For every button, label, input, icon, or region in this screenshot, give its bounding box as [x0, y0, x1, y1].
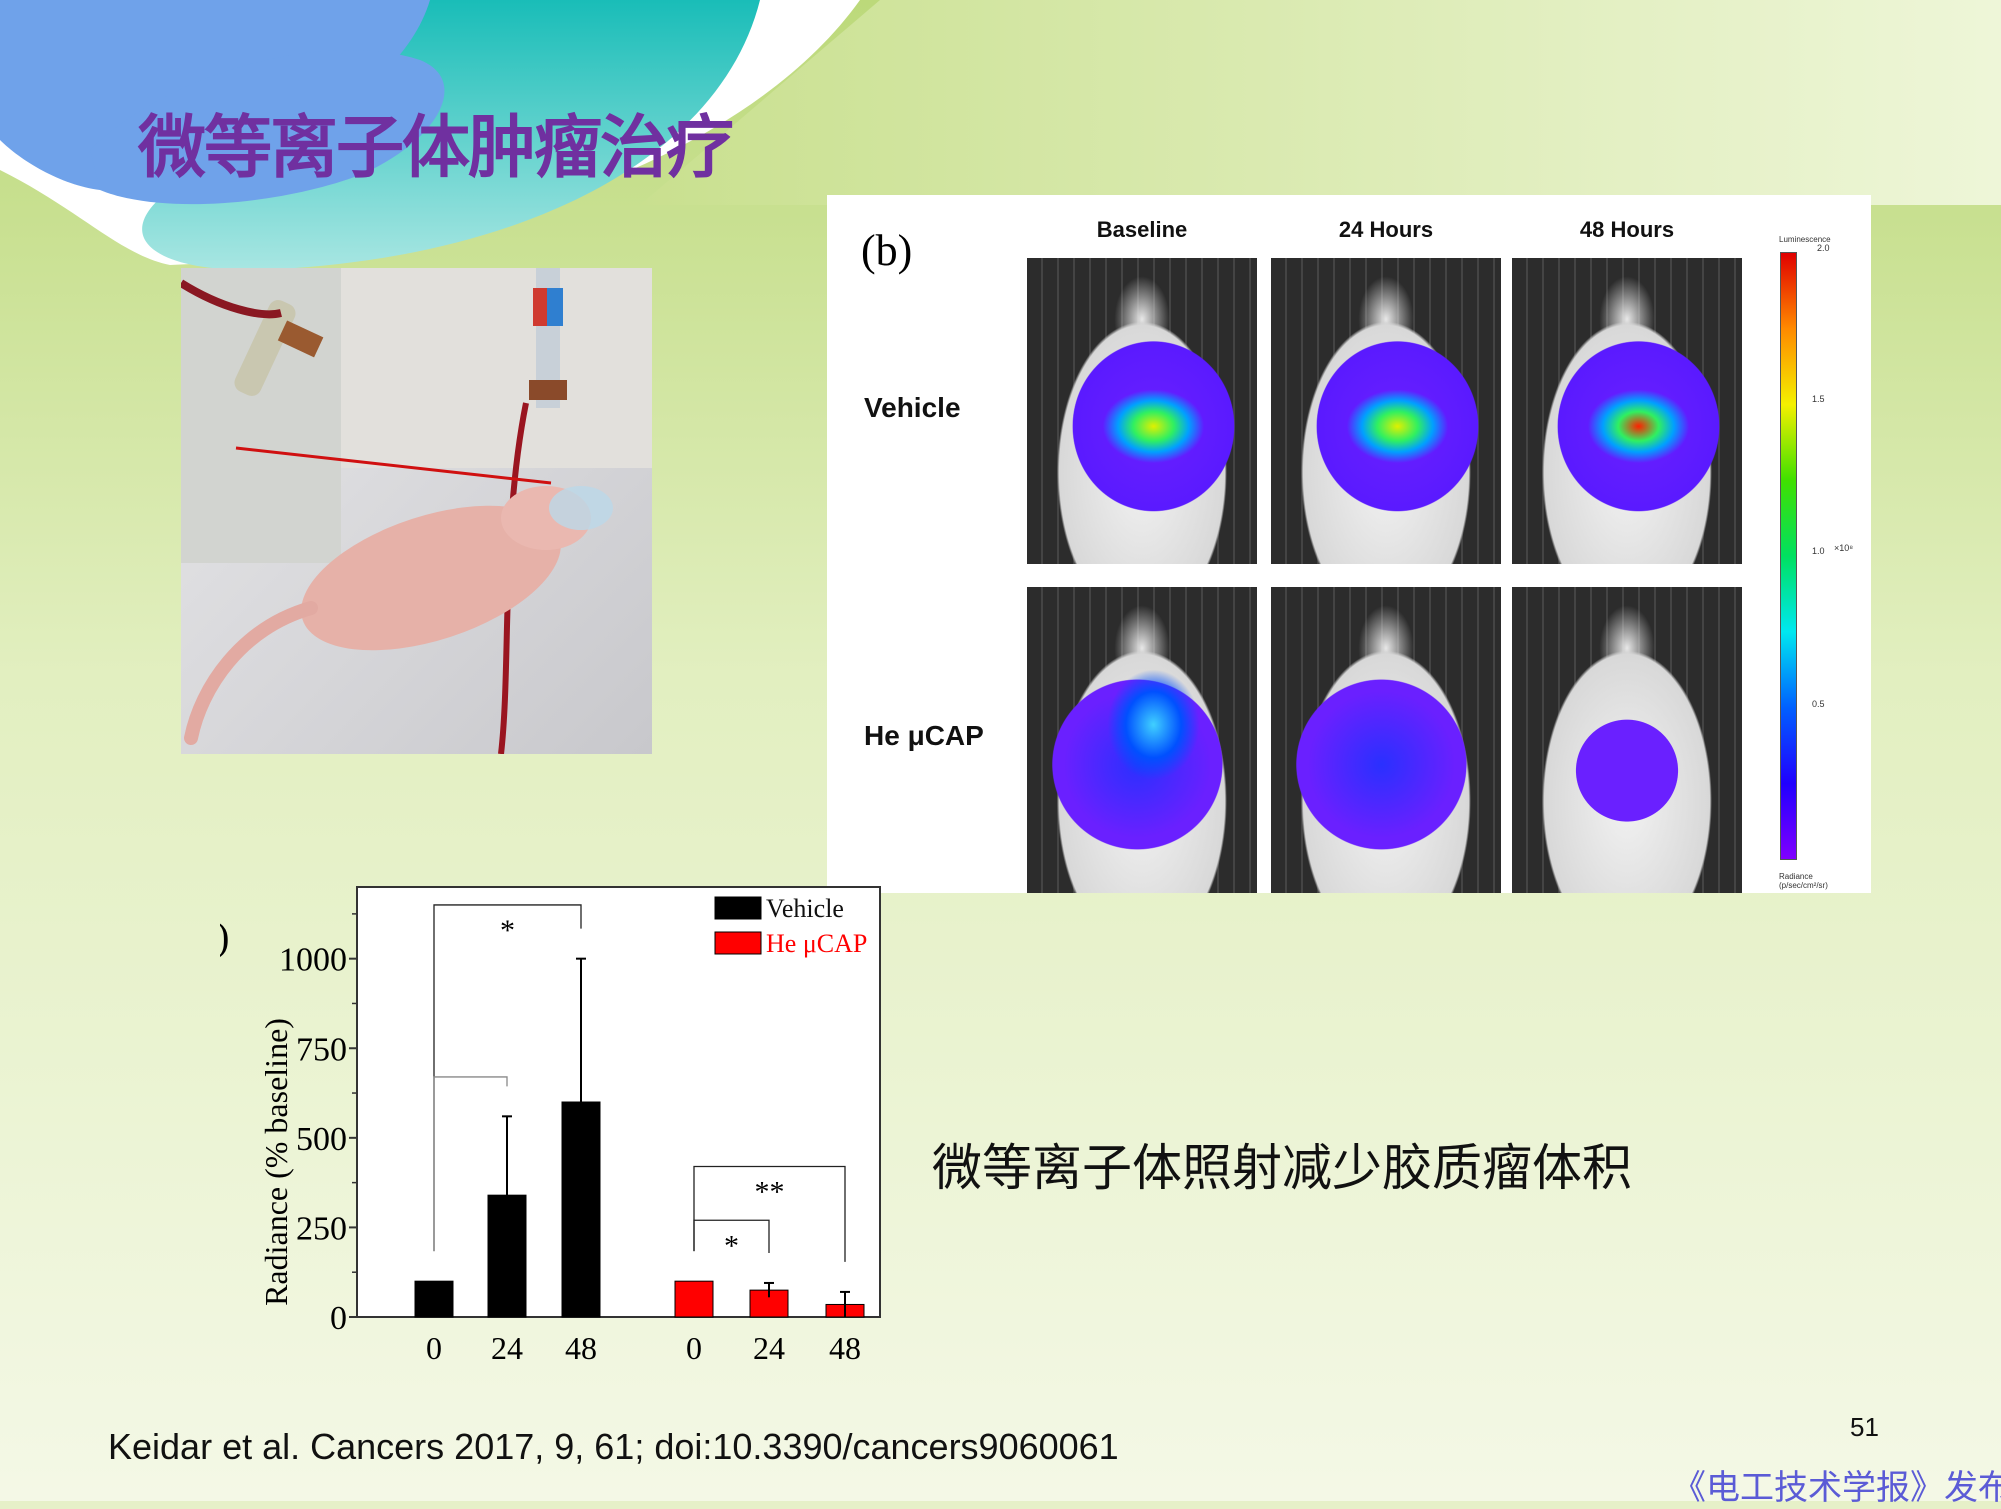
x-tick-label: 24: [753, 1330, 785, 1366]
colorbar-title: Luminescence: [1779, 235, 1831, 244]
legend-label: He μCAP: [766, 929, 867, 958]
x-tick-label: 48: [829, 1330, 861, 1366]
colorbar-tick: 2.0: [1817, 243, 1830, 253]
row-label-he-ucap: He μCAP: [864, 720, 984, 751]
colorbar-tick: 1.0: [1812, 546, 1825, 556]
y-tick-label: 250: [296, 1210, 347, 1247]
journal-watermark: 《电工技术学报》发布: [1672, 1468, 2001, 1508]
bioluminescence-image: [1027, 258, 1257, 564]
significance-marker: **: [755, 1176, 785, 1209]
colorbar: [1780, 252, 1797, 860]
panel-b-bioluminescence-images: (b) Baseline 24 Hours 48 Hours Vehicle H…: [827, 195, 1871, 893]
column-header-24-hours: 24 Hours: [1338, 217, 1434, 242]
bar: [561, 1101, 601, 1318]
colorbar-tick: 0.5: [1812, 699, 1825, 709]
significance-bracket: [693, 1219, 770, 1253]
slide-caption: 微等离子体照射减少胶质瘤体积: [932, 1139, 1632, 1197]
colorbar-tick: 1.5: [1812, 394, 1825, 404]
bioluminescence-image: [1271, 258, 1501, 564]
column-header-baseline: Baseline: [1096, 217, 1188, 242]
bioluminescence-image: [1512, 258, 1742, 564]
legend-swatch: [714, 931, 762, 955]
significance-bracket: [433, 1076, 508, 1252]
column-header-48-hours: 48 Hours: [1579, 217, 1675, 242]
panel-c-label: (c): [220, 914, 229, 959]
page-number: 51: [1850, 1412, 1879, 1442]
x-tick-label: 48: [565, 1330, 597, 1366]
row-label-vehicle: Vehicle: [864, 392, 961, 423]
y-axis-label: Radiance (% baseline): [258, 1018, 294, 1306]
bar: [674, 1280, 714, 1318]
y-tick-label: 500: [296, 1121, 347, 1158]
mouse-treatment-photo: [181, 268, 652, 754]
y-tick-label: 750: [296, 1031, 347, 1068]
citation: Keidar et al. Cancers 2017, 9, 61; doi:1…: [108, 1426, 1119, 1467]
colorbar-unit: (p/sec/cm²/sr): [1779, 881, 1828, 890]
x-tick-label: 24: [491, 1330, 523, 1366]
colorbar-unit-label: Radiance: [1779, 872, 1813, 881]
legend-label: Vehicle: [766, 894, 844, 923]
bioluminescence-image: [1512, 587, 1742, 893]
significance-marker: *: [500, 914, 515, 947]
slide-title: 微等离子体肿瘤治疗: [138, 109, 734, 188]
colorbar-multiplier: ×10⁸: [1834, 543, 1854, 553]
x-tick-label: 0: [426, 1330, 442, 1366]
bar: [414, 1280, 454, 1318]
legend-swatch: [714, 896, 762, 920]
bar: [487, 1194, 527, 1318]
significance-marker: *: [724, 1229, 739, 1262]
significance-bracket: [693, 1165, 846, 1262]
y-tick-label: 1000: [279, 942, 347, 979]
bioluminescence-image: [1271, 587, 1501, 893]
bioluminescence-image: [1027, 587, 1257, 893]
x-tick-label: 0: [686, 1330, 702, 1366]
plot-area: [356, 886, 881, 1318]
y-tick-label: 0: [330, 1300, 347, 1337]
panel-b-label: (b): [861, 226, 913, 275]
